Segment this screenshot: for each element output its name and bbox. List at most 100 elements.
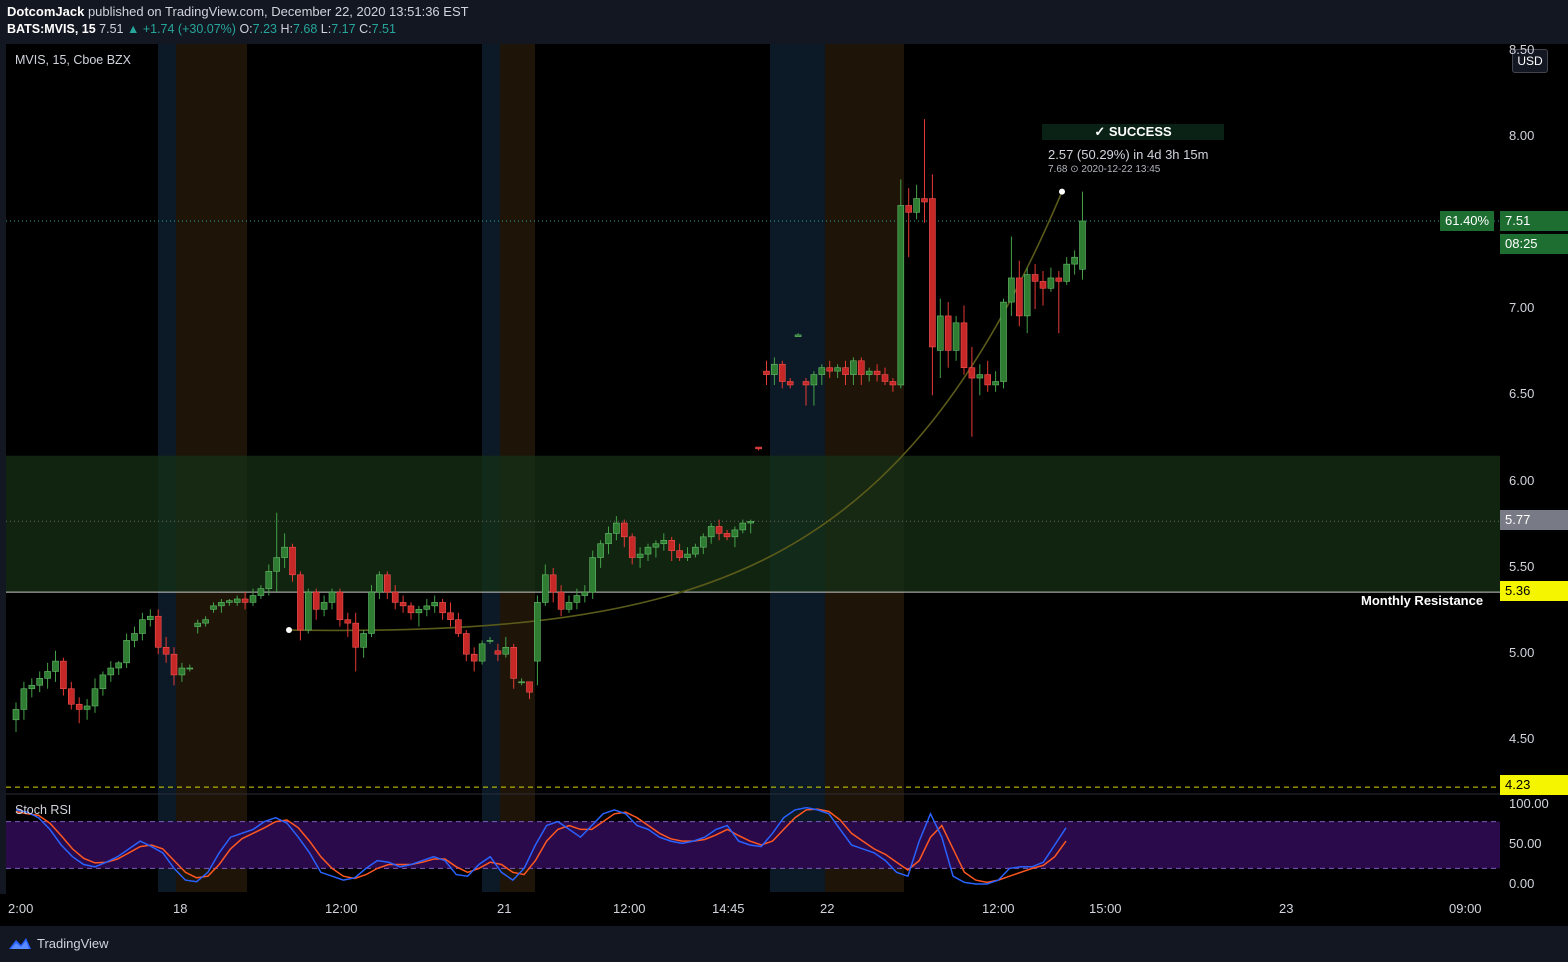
currency-button[interactable]: USD bbox=[1512, 49, 1548, 73]
candle bbox=[486, 636, 494, 644]
candle-body bbox=[771, 363, 778, 375]
candle bbox=[644, 543, 652, 561]
candle bbox=[802, 378, 810, 406]
chart-area[interactable] bbox=[6, 44, 1500, 894]
candle-body bbox=[557, 591, 565, 610]
curve-start-point bbox=[286, 627, 292, 634]
candle-body bbox=[850, 360, 857, 375]
candle bbox=[1039, 271, 1047, 306]
candle bbox=[194, 619, 201, 634]
candle bbox=[344, 612, 352, 637]
candle bbox=[573, 588, 581, 610]
candle bbox=[60, 657, 67, 696]
candle-body bbox=[218, 602, 225, 607]
candle bbox=[1008, 236, 1015, 316]
candle bbox=[439, 598, 446, 620]
level-536-tag: 5.36 bbox=[1500, 581, 1568, 601]
candle bbox=[929, 174, 936, 396]
candle-body bbox=[707, 526, 715, 538]
candle-body bbox=[723, 533, 731, 538]
y-tick-label: 8.50 bbox=[1509, 42, 1535, 57]
candle bbox=[391, 585, 399, 610]
candle-body bbox=[154, 615, 162, 648]
candle-body bbox=[597, 543, 604, 558]
candle-body bbox=[518, 681, 525, 684]
candle-body bbox=[147, 615, 154, 620]
rsi-tick-label: 0.00 bbox=[1509, 876, 1535, 891]
candle bbox=[944, 302, 952, 368]
price-axis[interactable] bbox=[1500, 44, 1568, 894]
candle bbox=[462, 630, 470, 662]
candle-body bbox=[802, 381, 810, 386]
candle bbox=[478, 640, 486, 665]
candle bbox=[273, 512, 281, 593]
candle bbox=[178, 662, 186, 682]
candle bbox=[470, 647, 478, 672]
candle-body bbox=[1079, 220, 1086, 270]
candle-body bbox=[984, 374, 992, 386]
candle bbox=[897, 179, 905, 389]
candle-body bbox=[123, 640, 130, 664]
candle-body bbox=[391, 591, 399, 603]
price-chart-svg[interactable] bbox=[6, 44, 1500, 894]
candle-body bbox=[913, 198, 920, 213]
candle bbox=[75, 697, 83, 724]
candle-body bbox=[865, 370, 873, 375]
candle bbox=[518, 678, 525, 686]
candle bbox=[257, 585, 265, 599]
candle-body bbox=[1031, 274, 1039, 282]
symbol-label[interactable]: BATS:MVIS, 15 bbox=[7, 22, 96, 36]
candle bbox=[91, 678, 99, 713]
candle-body bbox=[842, 367, 849, 375]
candle bbox=[960, 305, 968, 375]
candle bbox=[968, 346, 976, 437]
candle bbox=[99, 671, 107, 696]
candle bbox=[613, 516, 620, 541]
candle bbox=[383, 571, 391, 599]
candle bbox=[20, 681, 28, 720]
high-label: H: bbox=[280, 22, 293, 36]
candle bbox=[249, 588, 257, 606]
candle bbox=[739, 519, 747, 534]
candle-body bbox=[281, 546, 288, 558]
candle bbox=[565, 595, 573, 613]
y-tick-label: 8.00 bbox=[1509, 128, 1535, 143]
candle-body bbox=[968, 367, 976, 379]
candle bbox=[834, 364, 841, 379]
stoch-rsi-title[interactable]: Stoch RSI bbox=[15, 803, 72, 817]
demand-zone bbox=[6, 455, 1500, 593]
candle-body bbox=[589, 557, 597, 593]
candle bbox=[984, 360, 992, 392]
x-tick-label: 22 bbox=[820, 901, 835, 916]
candle bbox=[1079, 191, 1086, 280]
candle bbox=[921, 119, 928, 223]
candle-body bbox=[91, 688, 99, 707]
candle-body bbox=[36, 678, 44, 686]
high-value: 7.68 bbox=[292, 22, 318, 36]
candle bbox=[455, 612, 462, 637]
candle bbox=[692, 543, 699, 558]
candle-body bbox=[60, 660, 67, 690]
candle bbox=[304, 588, 312, 634]
x-tick-label: 18 bbox=[173, 901, 188, 916]
chart-legend[interactable]: MVIS, 15, Cboe BZX bbox=[15, 53, 132, 67]
candle-body bbox=[462, 633, 470, 655]
tradingview-brand[interactable]: TradingView bbox=[8, 935, 109, 951]
time-axis[interactable] bbox=[0, 894, 1568, 926]
author-name[interactable]: DotcomJack bbox=[7, 4, 85, 19]
candle bbox=[747, 519, 755, 534]
candle bbox=[154, 609, 162, 655]
candle bbox=[447, 602, 454, 627]
candle-body bbox=[541, 574, 549, 603]
candle-body bbox=[921, 198, 928, 203]
candle-body bbox=[186, 667, 194, 670]
candle-body bbox=[692, 546, 699, 555]
candle-body bbox=[20, 688, 28, 710]
candle-body bbox=[573, 595, 581, 603]
candle bbox=[115, 661, 122, 675]
rsi-tick-label: 50.00 bbox=[1509, 836, 1542, 851]
candle-body bbox=[52, 660, 59, 672]
candle bbox=[376, 571, 383, 599]
candle bbox=[913, 184, 920, 220]
candle bbox=[162, 636, 170, 663]
